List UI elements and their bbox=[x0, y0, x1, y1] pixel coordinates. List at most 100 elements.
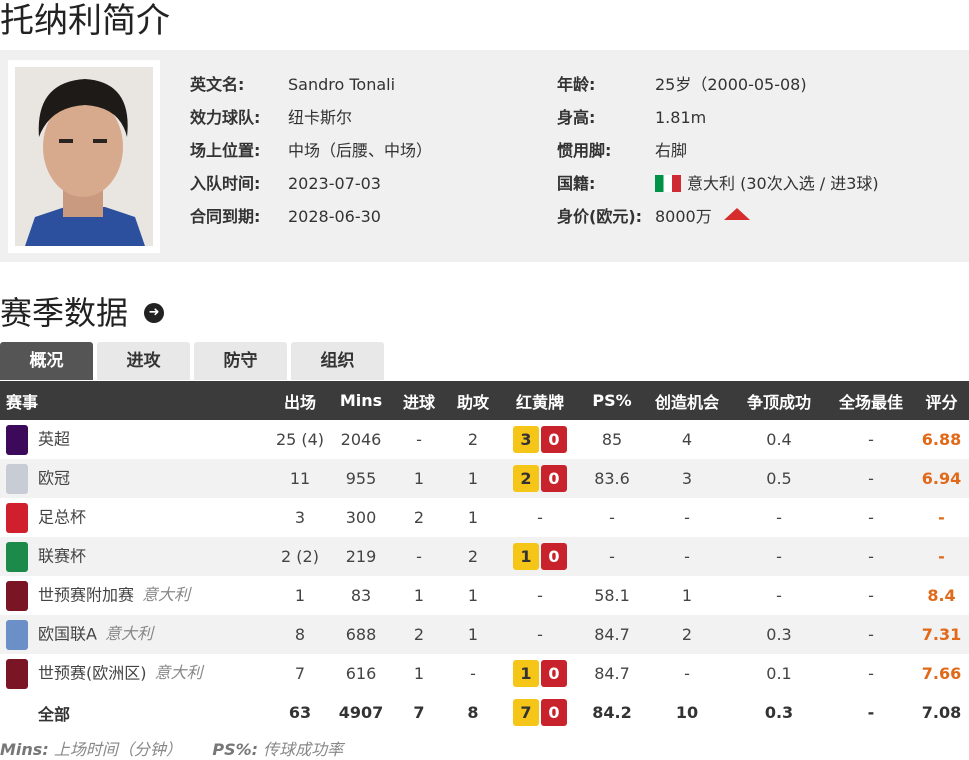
motm-cell: - bbox=[828, 537, 914, 576]
mins-cell: 300 bbox=[345, 508, 377, 527]
competition-name[interactable]: 联赛杯 bbox=[38, 546, 87, 565]
footnote: Mins: 上场时间（分钟） PS%: 传球成功率 bbox=[0, 736, 343, 760]
apps-cell: 25 (4) bbox=[275, 430, 325, 449]
chances-cell: - bbox=[684, 664, 690, 683]
contract-end: 2028-06-30 bbox=[288, 207, 381, 226]
label: 国籍: bbox=[557, 174, 596, 193]
team[interactable]: 纽卡斯尔 bbox=[288, 108, 353, 127]
column-header: 创造机会 bbox=[644, 381, 730, 420]
chances-cell: - bbox=[644, 537, 730, 576]
column-header: Mins bbox=[330, 381, 392, 420]
competition-name[interactable]: 世预赛附加赛 bbox=[38, 585, 135, 604]
column-header: 助攻 bbox=[446, 381, 500, 420]
goals-cell: 1 bbox=[413, 586, 425, 605]
competition-logo-icon bbox=[6, 502, 28, 533]
tab-organization[interactable]: 组织 bbox=[291, 342, 384, 380]
tab-defense[interactable]: 防守 bbox=[194, 342, 287, 380]
label: 合同到期: bbox=[190, 207, 261, 226]
apps-cell: 11 bbox=[270, 459, 330, 498]
nationality: 意大利 (30次入选 / 进3球) bbox=[687, 174, 879, 193]
column-header: 争顶成功 bbox=[730, 381, 828, 420]
yellow-card: 3 bbox=[513, 426, 539, 453]
goals-cell: 2 bbox=[392, 615, 446, 654]
goals-cell: 1 bbox=[413, 664, 425, 683]
tab-attack[interactable]: 进攻 bbox=[97, 342, 190, 380]
note-text: 上场时间（分钟） bbox=[53, 740, 182, 759]
ps-cell: - bbox=[609, 508, 615, 527]
goals-cell: 1 bbox=[392, 459, 446, 498]
aerial-cell: 0.3 bbox=[730, 615, 828, 654]
apps-cell: 63 bbox=[288, 703, 312, 722]
competition-cell: 欧国联A 意大利 bbox=[0, 615, 270, 654]
competition-cell: 联赛杯 bbox=[0, 537, 270, 576]
ps-cell: 83.6 bbox=[580, 459, 644, 498]
competition-name[interactable]: 欧冠 bbox=[38, 468, 71, 487]
ps-cell: 84.7 bbox=[580, 615, 644, 654]
ps-cell: - bbox=[580, 537, 644, 576]
apps-cell: 8 bbox=[270, 615, 330, 654]
national-team: 意大利 bbox=[142, 585, 191, 604]
table-row: 欧冠 11 955 1 1 2 0 83.6 3 0.5-6.94 bbox=[0, 459, 969, 498]
red-card: 0 bbox=[541, 660, 567, 687]
table-row: 世预赛附加赛 意大利 1 83 1 1 - 58.1 1 - - 8.4 bbox=[0, 576, 969, 615]
season-stats-table: 赛事 出场 Mins 进球 助攻 红黄牌 PS% 创造机会 争顶成功 全场最佳 评分 英超 25 (4… bbox=[0, 381, 969, 732]
competition-name[interactable]: 世预赛(欧洲区) bbox=[38, 663, 147, 682]
assists-cell: 2 bbox=[467, 430, 479, 449]
italy-flag-icon bbox=[655, 175, 681, 192]
competition-logo-icon bbox=[6, 658, 28, 689]
motm-cell: - bbox=[828, 615, 914, 654]
yellow-card: 7 bbox=[513, 699, 539, 726]
red-card: 0 bbox=[541, 699, 567, 726]
age: 25岁（2000-05-08) bbox=[655, 75, 807, 94]
mins-cell: 616 bbox=[345, 664, 377, 683]
competition-logo-icon bbox=[6, 619, 28, 650]
rating-cell: 7.31 bbox=[914, 615, 969, 654]
arrow-right-circle-icon[interactable]: ➜ bbox=[144, 303, 165, 323]
competition-cell: 世预赛(欧洲区) 意大利 bbox=[0, 654, 270, 693]
label: 年龄: bbox=[557, 75, 596, 94]
competition-logo-icon bbox=[6, 424, 28, 455]
tab-overview[interactable]: 概况 bbox=[0, 342, 93, 380]
english-name: Sandro Tonali bbox=[288, 75, 396, 94]
red-card: 0 bbox=[541, 426, 567, 453]
assists-cell: - bbox=[470, 664, 476, 683]
label: 惯用脚: bbox=[557, 141, 612, 160]
mins-cell: 219 bbox=[330, 537, 392, 576]
competition-logo-icon bbox=[6, 463, 28, 494]
section-title-text: 赛季数据 bbox=[0, 294, 129, 332]
label: 英文名: bbox=[190, 75, 245, 94]
column-header: 出场 bbox=[270, 381, 330, 420]
goals-cell: - bbox=[416, 430, 422, 449]
motm-cell: - bbox=[868, 508, 874, 527]
mins-cell: 955 bbox=[330, 459, 392, 498]
competition-cell: 足总杯 bbox=[0, 498, 270, 537]
competition-name[interactable]: 足总杯 bbox=[38, 507, 87, 526]
section-title: 赛季数据 ➜ bbox=[0, 292, 165, 334]
goals-cell: - bbox=[392, 537, 446, 576]
total-row: 全部 63 4907 7 8 7 0 84.2 10 0.3-7.08 bbox=[0, 693, 969, 732]
motm-cell: - bbox=[867, 703, 875, 722]
cards-cell: - bbox=[537, 508, 543, 527]
chances-cell: - bbox=[684, 508, 690, 527]
apps-cell: 3 bbox=[294, 508, 306, 527]
competition-name[interactable]: 英超 bbox=[38, 429, 71, 448]
motm-cell: - bbox=[868, 586, 874, 605]
column-header: 进球 bbox=[392, 381, 446, 420]
motm-cell: - bbox=[868, 430, 874, 449]
competition-name[interactable]: 欧国联A bbox=[38, 624, 97, 643]
competition-name[interactable]: 全部 bbox=[38, 704, 71, 724]
apps-cell: 1 bbox=[294, 586, 306, 605]
aerial-cell: 0.4 bbox=[766, 430, 792, 449]
assists-cell: 2 bbox=[446, 537, 500, 576]
national-team: 意大利 bbox=[154, 663, 203, 682]
note-key: Mins: bbox=[0, 740, 49, 759]
yellow-card: 1 bbox=[513, 543, 539, 570]
chances-cell: 10 bbox=[675, 703, 699, 722]
note-text: 传球成功率 bbox=[263, 740, 344, 759]
aerial-cell: 0.1 bbox=[766, 664, 792, 683]
aerial-cell: - bbox=[730, 537, 828, 576]
column-header: 评分 bbox=[914, 381, 969, 420]
